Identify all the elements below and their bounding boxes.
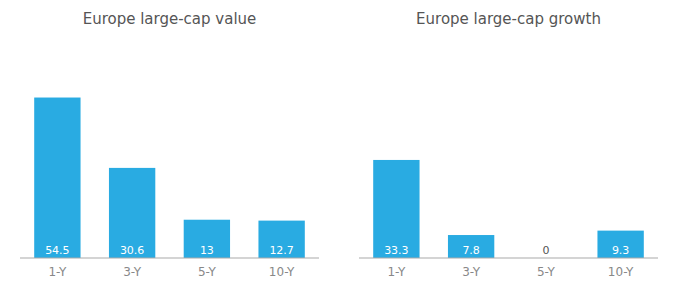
data-label: 0 bbox=[542, 244, 549, 257]
bars bbox=[373, 160, 644, 258]
bar bbox=[184, 220, 230, 258]
x-tick-label: 1-Y bbox=[387, 265, 406, 279]
x-axis-line bbox=[359, 257, 658, 258]
x-axis-line bbox=[20, 257, 319, 258]
bar bbox=[258, 221, 304, 258]
data-label: 7.8 bbox=[462, 244, 480, 257]
x-tick-label: 5-Y bbox=[198, 265, 217, 279]
x-tick-label: 10-Y bbox=[269, 265, 295, 279]
bar bbox=[597, 231, 643, 258]
x-tick-label: 5-Y bbox=[537, 265, 556, 279]
chart-svg: Europe large-cap value 1-Y 3-Y 5-Y 10-Y 54.5 3… bbox=[0, 0, 678, 294]
panel: Europe large-cap value 1-Y 3-Y 5-Y 10-Y 54.5 3… bbox=[20, 10, 319, 279]
x-tick-label: 1-Y bbox=[48, 265, 67, 279]
bar bbox=[448, 235, 494, 258]
x-tick-label: 3-Y bbox=[462, 265, 481, 279]
title: Europe large-cap growth bbox=[416, 10, 601, 28]
data-label: 13 bbox=[200, 244, 214, 257]
data-label: 54.5 bbox=[45, 244, 70, 257]
bar bbox=[373, 160, 419, 258]
x-tick-label: 3-Y bbox=[123, 265, 142, 279]
data-label: 12.7 bbox=[269, 244, 294, 257]
bar bbox=[34, 98, 80, 258]
bars bbox=[34, 98, 305, 258]
data-label: 9.3 bbox=[612, 244, 630, 257]
data-label: 30.6 bbox=[120, 244, 145, 257]
x-tick-label: 10-Y bbox=[608, 265, 634, 279]
title: Europe large-cap value bbox=[83, 10, 257, 28]
chart-root: Europe large-cap value 1-Y 3-Y 5-Y 10-Y 54.5 3… bbox=[0, 0, 678, 294]
bar bbox=[109, 168, 155, 258]
panel: Europe large-cap growth 1-Y 3-Y 5-Y 10-Y 33.3… bbox=[359, 10, 658, 279]
data-label: 33.3 bbox=[384, 244, 409, 257]
